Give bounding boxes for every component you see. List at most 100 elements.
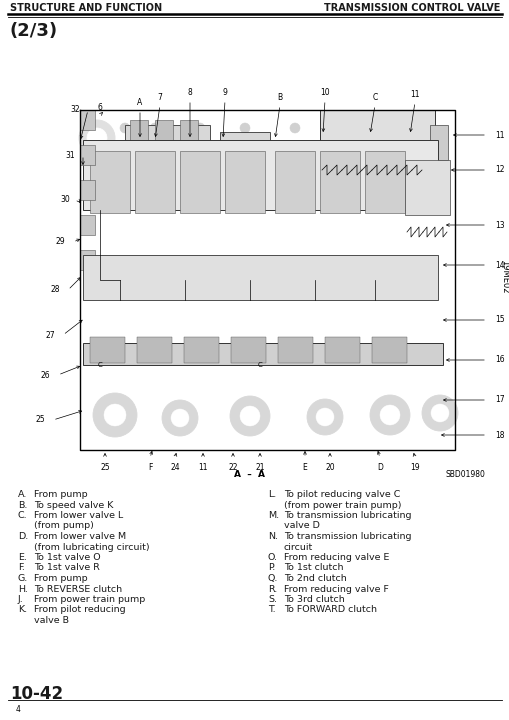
Text: 31: 31 <box>65 150 75 160</box>
Circle shape <box>296 314 313 330</box>
Text: 10: 10 <box>320 88 329 97</box>
Text: To 3rd clutch: To 3rd clutch <box>284 595 344 604</box>
Text: G.: G. <box>18 574 28 583</box>
Circle shape <box>150 123 160 133</box>
Bar <box>180 151 219 213</box>
Bar <box>224 151 265 213</box>
Text: 14: 14 <box>494 261 503 269</box>
Circle shape <box>162 400 197 436</box>
Circle shape <box>166 314 183 330</box>
Circle shape <box>12 704 24 716</box>
Text: C: C <box>97 362 102 368</box>
Text: Q.: Q. <box>267 574 278 583</box>
Text: 11: 11 <box>494 130 503 140</box>
Bar <box>429 125 447 160</box>
Text: From lower valve L: From lower valve L <box>34 511 123 520</box>
Text: (from power train pump): (from power train pump) <box>284 500 401 510</box>
Text: To FORWARD clutch: To FORWARD clutch <box>284 606 376 614</box>
Bar <box>130 120 148 158</box>
Text: 25: 25 <box>35 415 45 425</box>
Text: 12: 12 <box>494 166 503 174</box>
Text: R.: R. <box>267 585 277 593</box>
Bar <box>90 337 125 363</box>
Text: 16: 16 <box>494 356 503 364</box>
Circle shape <box>240 123 249 133</box>
Text: 18: 18 <box>494 431 503 439</box>
Circle shape <box>369 395 409 435</box>
Text: To 2nd clutch: To 2nd clutch <box>284 574 346 583</box>
Text: From pump: From pump <box>34 574 88 583</box>
Circle shape <box>107 314 123 330</box>
Text: (from lubricating circuit): (from lubricating circuit) <box>34 542 149 552</box>
Bar <box>83 343 442 365</box>
Circle shape <box>349 123 359 133</box>
Text: C: C <box>372 93 377 102</box>
Text: 10-42: 10-42 <box>10 685 63 703</box>
Bar <box>125 125 210 160</box>
Text: 20: 20 <box>325 463 334 472</box>
Bar <box>277 337 313 363</box>
Text: 7: 7 <box>157 93 162 102</box>
Text: 29: 29 <box>55 238 65 246</box>
Text: 24: 24 <box>170 463 180 472</box>
Text: 13: 13 <box>494 220 503 230</box>
Text: 32: 32 <box>70 106 80 114</box>
Circle shape <box>87 128 107 148</box>
Bar <box>274 151 315 213</box>
Text: 19ME02: 19ME02 <box>499 260 508 294</box>
Text: A  –  A: A – A <box>234 470 265 479</box>
Circle shape <box>171 409 189 427</box>
Text: From reducing valve E: From reducing valve E <box>284 553 388 562</box>
Text: (from pump): (from pump) <box>34 521 94 531</box>
Text: E: E <box>302 463 307 472</box>
Bar <box>404 160 449 215</box>
Text: 21: 21 <box>254 463 264 472</box>
Text: To pilot reducing valve C: To pilot reducing valve C <box>284 490 400 499</box>
Bar <box>80 250 95 270</box>
Text: 28: 28 <box>50 286 60 294</box>
Text: 6: 6 <box>97 103 102 112</box>
Text: To 1st clutch: To 1st clutch <box>284 564 343 572</box>
Text: C: C <box>257 362 262 368</box>
Bar <box>90 151 130 213</box>
Text: N.: N. <box>267 532 277 541</box>
Bar <box>219 132 269 162</box>
Text: valve D: valve D <box>284 521 319 531</box>
Bar <box>25 80 489 475</box>
Circle shape <box>120 123 130 133</box>
Circle shape <box>290 123 299 133</box>
Bar <box>83 255 437 300</box>
Circle shape <box>230 396 269 436</box>
Circle shape <box>356 314 372 330</box>
Text: To 1st valve R: To 1st valve R <box>34 564 100 572</box>
Text: A: A <box>137 98 143 107</box>
Text: 17: 17 <box>494 395 503 405</box>
Bar <box>80 145 95 165</box>
Text: 22: 22 <box>228 463 237 472</box>
Text: From reducing valve F: From reducing valve F <box>284 585 388 593</box>
Text: SBD01980: SBD01980 <box>444 470 484 479</box>
Bar <box>83 140 437 210</box>
Text: P.: P. <box>267 564 275 572</box>
Text: H.: H. <box>18 585 28 593</box>
Circle shape <box>79 120 115 156</box>
Text: T.: T. <box>267 606 275 614</box>
Circle shape <box>421 395 457 431</box>
Text: O.: O. <box>267 553 277 562</box>
Text: valve B: valve B <box>34 616 69 625</box>
Text: B: B <box>277 93 282 102</box>
Circle shape <box>406 314 422 330</box>
Text: To 1st valve O: To 1st valve O <box>34 553 100 562</box>
Bar <box>135 151 175 213</box>
Text: From pump: From pump <box>34 490 88 499</box>
Bar <box>184 337 218 363</box>
Circle shape <box>232 314 247 330</box>
Text: 19: 19 <box>409 463 419 472</box>
Text: B.: B. <box>18 500 27 510</box>
Text: 11: 11 <box>409 90 419 99</box>
Bar <box>324 337 359 363</box>
Text: From power train pump: From power train pump <box>34 595 145 604</box>
Text: 30: 30 <box>60 196 70 204</box>
Text: L.: L. <box>267 490 276 499</box>
Bar <box>80 180 95 200</box>
